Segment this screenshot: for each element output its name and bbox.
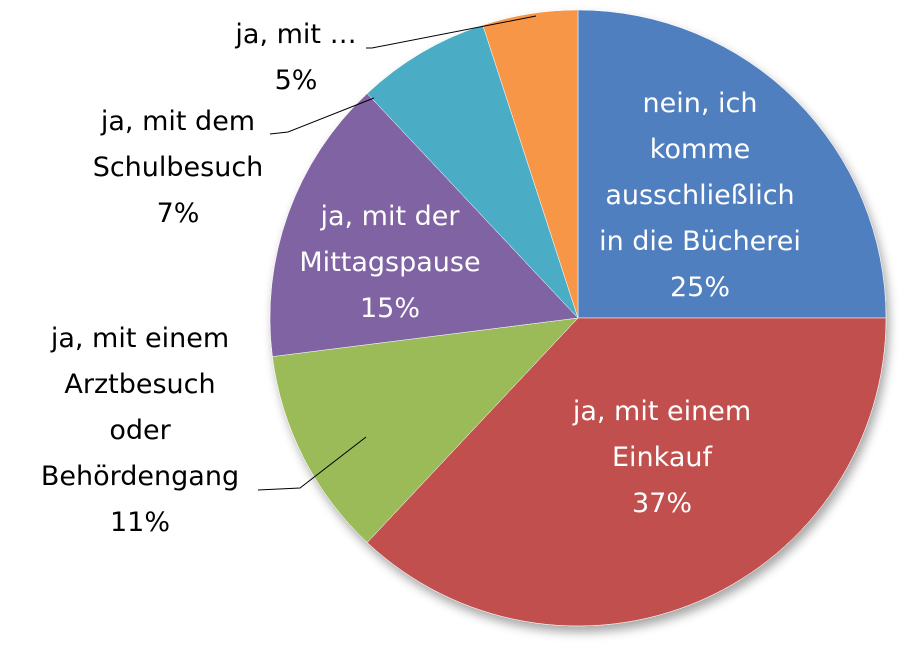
pie-slice	[366, 317, 887, 627]
slice-label: ja, mit … 5%	[234, 19, 356, 96]
slice-value-label: 15%	[360, 293, 420, 324]
slice-label: ja, mit dem Schulbesuch 7%	[93, 106, 264, 229]
slice-value-label: 25%	[670, 272, 730, 303]
slice-category-label: oder	[109, 415, 171, 446]
slice-category-label: ja, mit …	[234, 19, 356, 50]
slice-category-label: Arztbesuch	[64, 369, 215, 400]
leader-line	[257, 436, 367, 491]
leader-line	[269, 97, 375, 135]
slice-value-label: 11%	[110, 507, 170, 538]
slice-category-label: ja, mit einem	[50, 323, 229, 354]
pie-slice	[577, 9, 887, 319]
slice-label: ja, mit einem Arztbesuch oder Behördengang 1…	[41, 323, 239, 538]
pie-slice	[482, 9, 579, 319]
slice-category-label: Mittagspause	[299, 247, 480, 278]
slice-label: nein, ich komme ausschließlich in die Büche…	[599, 88, 801, 303]
leader-line	[366, 15, 537, 49]
slice-category-label: ausschließlich	[605, 180, 794, 211]
slice-category-label: ja, mit dem	[100, 106, 255, 137]
slice-category-label: Schulbesuch	[93, 152, 264, 183]
slice-value-label: 37%	[632, 488, 692, 519]
slice-category-label: Einkauf	[612, 442, 713, 473]
slice-category-label: ja, mit der	[319, 201, 460, 232]
slice-label: ja, mit einem Einkauf 37%	[572, 396, 751, 519]
pie-slice	[272, 317, 579, 543]
slice-category-label: komme	[650, 134, 750, 165]
slice-category-label: ja, mit einem	[572, 396, 751, 427]
slice-value-label: 5%	[275, 65, 318, 96]
slice-category-label: Behördengang	[41, 461, 239, 492]
slice-value-label: 7%	[157, 198, 200, 229]
slice-label: ja, mit der Mittagspause 15%	[299, 201, 480, 324]
pie-slice	[269, 93, 579, 357]
slice-category-label: nein, ich	[643, 88, 758, 119]
slice-category-label: in die Bücherei	[599, 226, 801, 257]
pie-slice	[366, 24, 579, 319]
